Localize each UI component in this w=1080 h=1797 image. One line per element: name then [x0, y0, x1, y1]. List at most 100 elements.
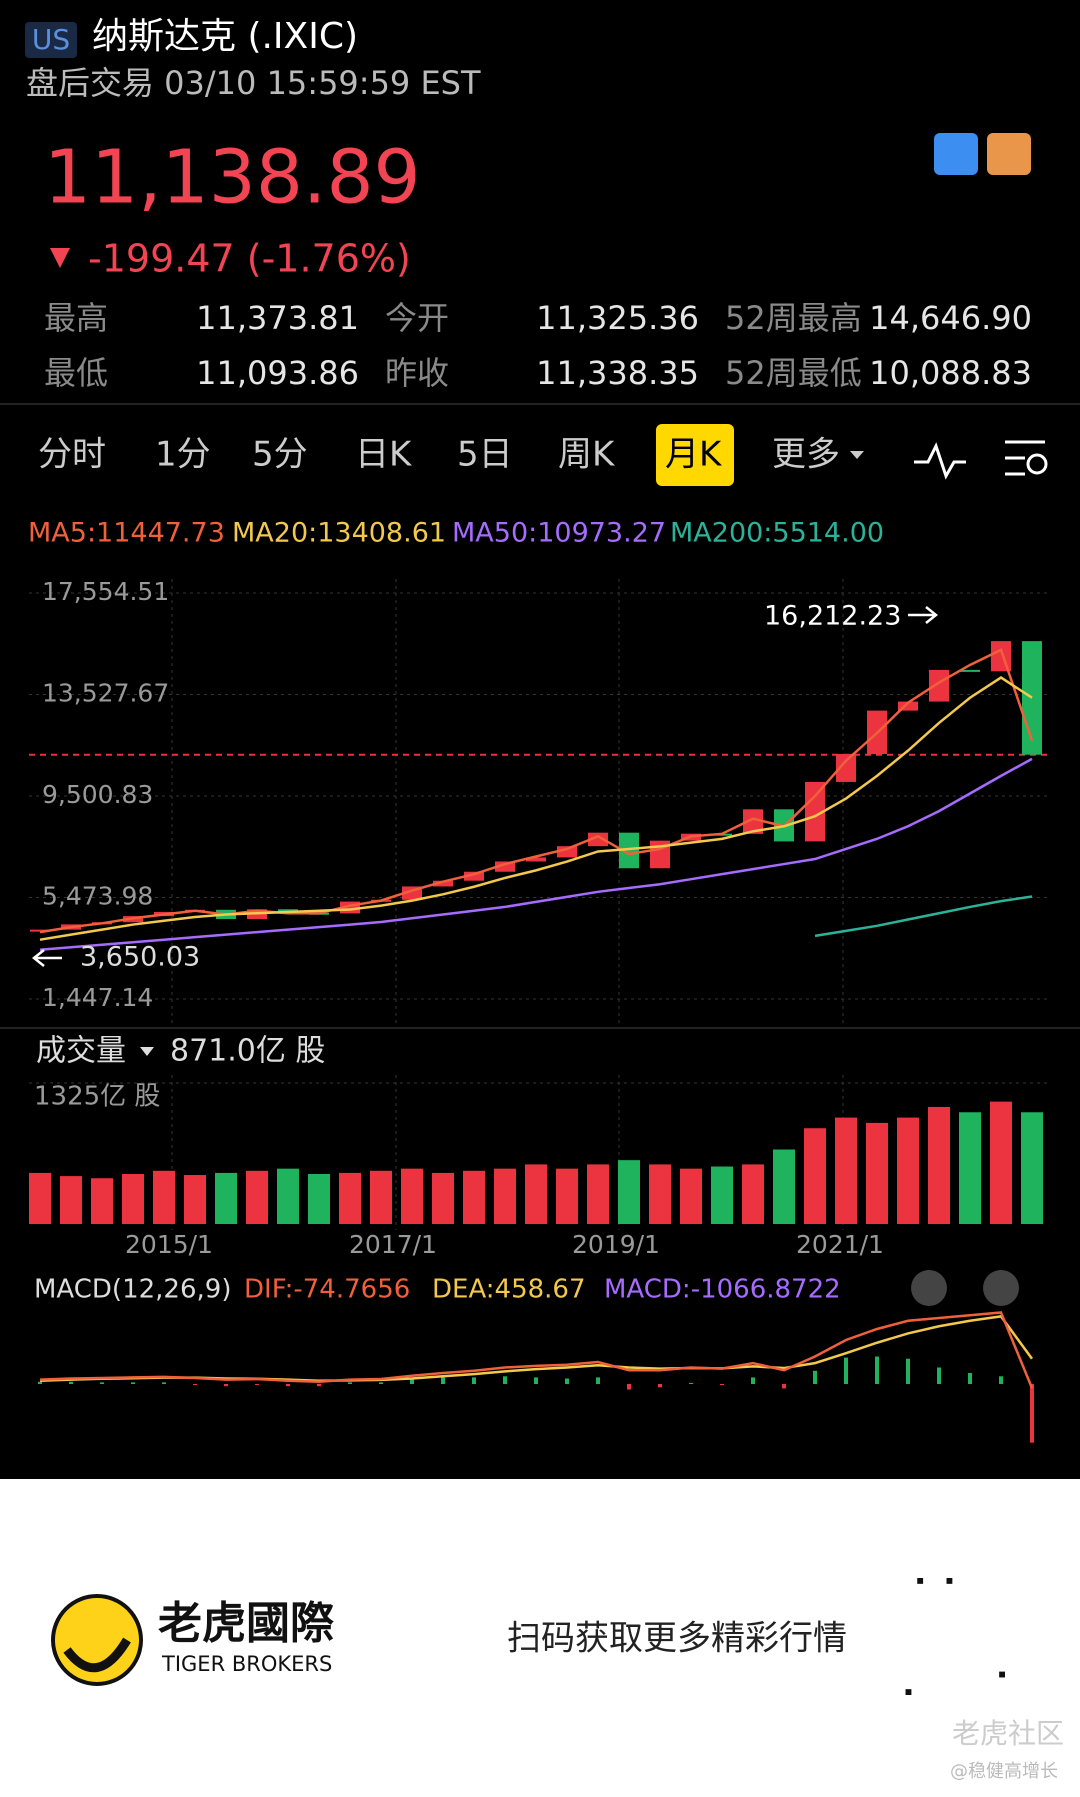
macd-bar — [224, 1384, 228, 1387]
volume-bar — [990, 1101, 1012, 1224]
volume-bar — [339, 1172, 361, 1224]
layer-icon[interactable] — [987, 133, 1031, 175]
volume-bar — [711, 1166, 733, 1224]
volume-bar — [773, 1149, 795, 1224]
macd-bar — [379, 1382, 383, 1384]
stat-label: 最低 — [44, 354, 108, 392]
ma-legend: MA200:5514.00 — [670, 518, 884, 549]
volume-caret — [140, 1047, 154, 1056]
volume-bar — [60, 1176, 82, 1224]
volume-bar — [401, 1168, 423, 1224]
candle — [588, 832, 608, 847]
volume-title: 成交量 — [36, 1034, 126, 1069]
volume-bar — [494, 1168, 516, 1224]
macd-bar — [410, 1378, 414, 1384]
ma-legend: MA20:13408.61 — [232, 518, 446, 549]
macd-bar — [627, 1384, 631, 1390]
title: 纳斯达克 (.IXIC) — [92, 16, 358, 57]
ma-line — [39, 648, 1034, 934]
close-icon[interactable] — [983, 1270, 1019, 1306]
candle — [30, 929, 50, 932]
macd-bar — [782, 1384, 786, 1389]
macd-bar — [906, 1358, 910, 1384]
low-annotation: 3,650.03 — [80, 942, 200, 973]
tab[interactable]: 分时 — [38, 435, 106, 475]
macd-legend: MACD(12,26,9) — [34, 1275, 231, 1305]
macd-bar — [596, 1377, 600, 1384]
volume-bar — [959, 1112, 981, 1224]
candle — [898, 701, 918, 711]
settings-gear[interactable] — [1026, 453, 1048, 475]
volume-bar — [587, 1164, 609, 1224]
tab[interactable]: 5日 — [457, 435, 513, 475]
macd-bar — [348, 1382, 352, 1384]
volume-bar — [649, 1164, 671, 1224]
volume-bar — [742, 1164, 764, 1224]
macd-bar — [534, 1377, 538, 1384]
low-arrow — [31, 949, 62, 967]
qr-bg — [888, 1578, 1011, 1701]
volume-bar — [91, 1178, 113, 1224]
macd-bar — [720, 1384, 724, 1385]
volume-bar — [153, 1170, 175, 1224]
macd-bar — [875, 1356, 879, 1384]
author: @稳健高增长 — [950, 1761, 1058, 1782]
volume-bar — [184, 1175, 206, 1224]
tab[interactable]: 5分 — [252, 435, 308, 475]
y-tick-label: 9,500.83 — [42, 780, 153, 809]
volume-bar — [928, 1106, 950, 1224]
candle — [929, 669, 949, 702]
macd-bar — [565, 1378, 569, 1384]
pin-icon[interactable] — [911, 1270, 947, 1306]
macd-bar — [937, 1367, 941, 1384]
candle — [340, 901, 360, 914]
more-caret — [850, 451, 864, 459]
x-tick-label: 2019/1 — [572, 1230, 660, 1259]
stat-value: 11,338.35 — [536, 354, 699, 392]
tab[interactable]: 月K — [665, 435, 723, 475]
settings-icon[interactable] — [1005, 440, 1045, 476]
volume-bar — [29, 1172, 51, 1224]
candle — [743, 809, 763, 834]
volume-bar — [246, 1170, 268, 1224]
tab[interactable]: 周K — [558, 435, 616, 475]
macd-legend: MACD:-1066.8722 — [604, 1275, 841, 1305]
volume-bar — [277, 1168, 299, 1224]
tab[interactable]: 更多 — [772, 435, 840, 475]
volume-bar — [525, 1164, 547, 1224]
dif-line — [39, 1311, 1034, 1389]
volume-bar — [804, 1128, 826, 1224]
stat-value: 11,325.36 — [536, 299, 699, 337]
ma-legend: MA5:11447.73 — [28, 518, 225, 549]
change: -199.47 (-1.76%) — [88, 237, 411, 281]
volume-bar — [680, 1168, 702, 1224]
flash-icon[interactable] — [934, 133, 978, 175]
macd-bar — [999, 1376, 1003, 1384]
badge-bg — [25, 22, 77, 58]
watermark: 老虎社区 — [952, 1717, 1064, 1750]
badge: US — [32, 23, 70, 56]
volume-bar — [308, 1173, 330, 1224]
stat-value: 11,373.81 — [196, 299, 359, 337]
volume-bar — [122, 1173, 144, 1224]
candle — [526, 857, 546, 862]
macd-bar — [162, 1382, 166, 1384]
candle — [960, 669, 980, 672]
macd-legend: DIF:-74.7656 — [244, 1275, 410, 1305]
volume-bar — [897, 1117, 919, 1224]
tab[interactable]: 日K — [355, 435, 413, 475]
macd-bar — [255, 1384, 259, 1385]
volume-bar — [618, 1160, 640, 1224]
macd-bar — [69, 1381, 73, 1384]
indicator-icon[interactable] — [914, 442, 966, 480]
stat-value: 14,646.90 — [869, 299, 1032, 337]
macd-bar — [503, 1376, 507, 1384]
macd-bar — [286, 1384, 290, 1387]
stat-value: 11,093.86 — [196, 354, 359, 392]
high-annotation: 16,212.23 — [764, 601, 901, 632]
volume-bar — [215, 1172, 237, 1224]
tab[interactable]: 1分 — [155, 435, 211, 475]
macd-bar — [38, 1381, 42, 1384]
macd-bar — [317, 1384, 321, 1387]
macd-bar — [193, 1384, 197, 1385]
